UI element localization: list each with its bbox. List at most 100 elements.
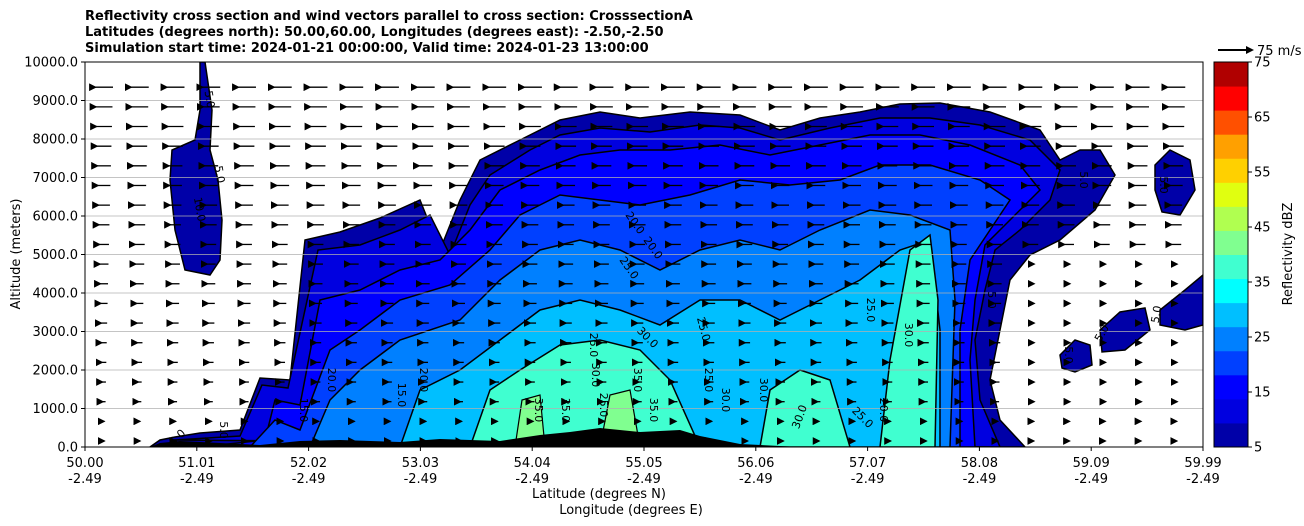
x-tick-label-lat: 58.08 xyxy=(961,456,998,471)
contour-label: 25.0 xyxy=(694,316,713,343)
colorbar-band xyxy=(1214,86,1248,111)
contour-label: 5.0 xyxy=(1157,176,1170,194)
chart-title-line-3: Simulation start time: 2024-01-21 00:00:… xyxy=(85,41,649,56)
colorbar: 5 15 25 35 45 55 65 75 xyxy=(1213,56,1271,456)
colorbar-band xyxy=(1214,398,1248,424)
terrain xyxy=(85,428,800,447)
y-tick-label: 9000.0 xyxy=(33,94,79,109)
colorbar-tick-label: 35 xyxy=(1254,276,1271,291)
colorbar-label: Reflectivity dBZ xyxy=(1281,203,1296,306)
refl-cell-right-4 xyxy=(1159,274,1203,331)
refl-cell-upper-left xyxy=(169,62,223,276)
contour-label: 35.0 xyxy=(631,368,644,393)
quiver-key-arrowhead xyxy=(1246,46,1254,54)
y-tick-label: 8000.0 xyxy=(33,133,79,148)
contour-label: 5.0 xyxy=(1149,305,1165,324)
y-tick-label: 0.0 xyxy=(57,441,78,456)
colorbar-tick-label: 5 xyxy=(1254,441,1262,456)
y-tick-label: 4000.0 xyxy=(33,287,79,302)
colorbar-frame xyxy=(1213,61,1249,448)
colorbar-band xyxy=(1214,230,1248,255)
colorbar-band xyxy=(1214,374,1248,400)
x-tick-label-lat: 59.09 xyxy=(1073,456,1110,471)
contour-label: 15.0 xyxy=(297,398,310,423)
x-tick-label-lon: -2.49 xyxy=(1186,472,1220,487)
contour-label: 5.0 xyxy=(1062,346,1075,364)
contour-label: 35.0 xyxy=(559,398,572,423)
contour-label: 5.0 xyxy=(212,165,228,184)
contour-label: 25.0 xyxy=(597,393,610,418)
x-axis-label-2: Longitude (degrees E) xyxy=(559,503,703,518)
colorbar-band xyxy=(1214,302,1248,328)
y-axis: 0.0 1000.0 2000.0 3000.0 4000.0 5000.0 6000.0 7… xyxy=(24,56,85,456)
contour-label: 25.0 xyxy=(864,298,877,323)
contour-label: 30.0 xyxy=(719,388,732,413)
x-tick-label-lat: 56.06 xyxy=(737,456,774,471)
x-tick-label-lat: 57.07 xyxy=(849,456,886,471)
x-tick-label-lon: -2.49 xyxy=(515,472,549,487)
contour-label: 20.0 xyxy=(325,368,338,393)
x-tick-label-lat: 53.03 xyxy=(402,456,439,471)
colorbar-band xyxy=(1214,206,1248,231)
chart-title-line-1: Reflectivity cross section and wind vect… xyxy=(85,9,693,24)
x-tick-label-lon: -2.49 xyxy=(404,472,438,487)
y-axis-label: Altitude (meters) xyxy=(9,199,24,310)
contour-label: 5.0 xyxy=(1077,171,1090,189)
contour-label: 15.0 xyxy=(395,383,408,408)
x-tick-label-lon: -2.49 xyxy=(627,472,661,487)
x-tick-label-lon: -2.49 xyxy=(1074,472,1108,487)
contour-label: 5.0 xyxy=(985,291,998,309)
x-tick-label-lon: -2.49 xyxy=(851,472,885,487)
x-tick-label-lat: 59.99 xyxy=(1184,456,1221,471)
contour-label: 30.0 xyxy=(757,378,770,403)
contour-label: 20.0 xyxy=(877,398,890,423)
x-tick-label-lon: -2.49 xyxy=(739,472,773,487)
colorbar-tick-label: 45 xyxy=(1254,221,1271,236)
y-tick-label: 2000.0 xyxy=(33,364,79,379)
colorbar-band xyxy=(1214,326,1248,352)
colorbar-tick-label: 65 xyxy=(1254,111,1271,126)
quiver-key-label: 75 m/s xyxy=(1257,44,1302,59)
colorbar-tick-label: 75 xyxy=(1254,56,1271,71)
colorbar-tick-label: 15 xyxy=(1254,386,1271,401)
y-tick-label: 7000.0 xyxy=(33,171,79,186)
x-tick-label-lat: 50.00 xyxy=(66,456,103,471)
contour-label: 25.0 xyxy=(702,368,715,393)
colorbar-band xyxy=(1214,422,1248,448)
x-tick-label-lon: -2.49 xyxy=(292,472,326,487)
y-tick-label: 3000.0 xyxy=(33,325,79,340)
x-tick-label-lon: -2.49 xyxy=(68,472,102,487)
colorbar-band xyxy=(1214,62,1248,87)
x-tick-label-lat: 54.04 xyxy=(514,456,551,471)
contour-label: 30.0 xyxy=(902,323,915,348)
contour-label: 10.0 xyxy=(191,196,208,222)
x-tick-label-lat: 51.01 xyxy=(178,456,215,471)
wind-vectors xyxy=(89,83,1186,445)
colorbar-band xyxy=(1214,350,1248,376)
colorbar-band xyxy=(1214,134,1248,159)
x-tick-label-lon: -2.49 xyxy=(963,472,997,487)
x-tick-label-lat: 55.05 xyxy=(625,456,662,471)
contour-label: 35.0 xyxy=(532,398,545,423)
x-tick-label-lat: 52.02 xyxy=(290,456,327,471)
colorbar-band xyxy=(1214,182,1248,207)
contour-label: 35.0 xyxy=(647,398,660,423)
contour-label: 5.0 xyxy=(217,421,230,439)
contour-label: 30.0 xyxy=(589,363,602,388)
y-tick-label: 5000.0 xyxy=(33,248,79,263)
colorbar-band xyxy=(1214,158,1248,183)
colorbar-tick-label: 55 xyxy=(1254,166,1271,181)
x-axis-label: Latitude (degrees N) xyxy=(532,487,666,502)
colorbar-band xyxy=(1214,254,1248,280)
x-axis: 50.00-2.4951.01-2.4952.02-2.4953.03-2.49… xyxy=(66,447,1222,487)
colorbar-band xyxy=(1214,110,1248,135)
y-tick-label: 1000.0 xyxy=(33,402,79,417)
colorbar-tick-label: 25 xyxy=(1254,331,1271,346)
chart-title-line-2: Latitudes (degrees north): 50.00,60.00, … xyxy=(85,25,664,40)
colorbar-band xyxy=(1214,278,1248,304)
refl-cell-right-2 xyxy=(1099,307,1151,353)
x-tick-label-lon: -2.49 xyxy=(180,472,214,487)
y-tick-label: 6000.0 xyxy=(33,210,79,225)
contour-label: 25.0 xyxy=(587,333,600,358)
